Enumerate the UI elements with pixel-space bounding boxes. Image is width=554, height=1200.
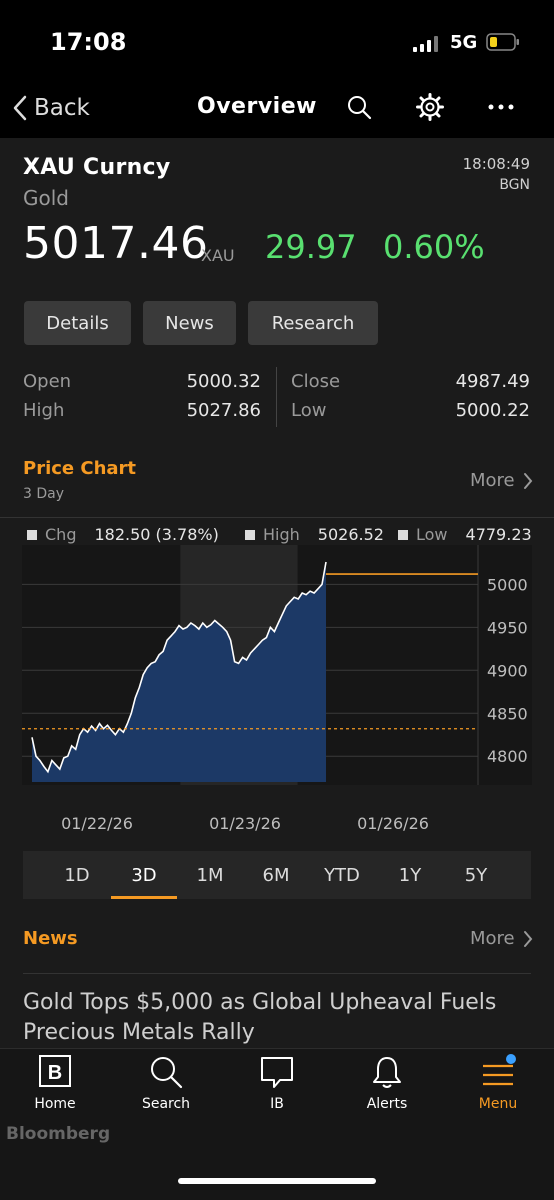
open-value: 5000.32 [186, 371, 261, 392]
news-divider [23, 973, 531, 974]
period-1y[interactable]: 1Y [398, 864, 422, 886]
news-more-link[interactable]: More [470, 928, 533, 949]
price-unit: XAU [201, 246, 235, 265]
tab-ib[interactable]: IB [232, 1054, 322, 1112]
net-change: 29.97 [265, 228, 357, 266]
close-value: 4987.49 [455, 371, 530, 392]
active-period-indicator [111, 896, 177, 899]
tab-home[interactable]: B Home [10, 1054, 100, 1112]
price-chart[interactable]: 5000 4950 4900 4850 4800 01/22/26 01/23/26 01/2… [0, 545, 554, 845]
details-button[interactable]: Details [24, 301, 131, 345]
price-chart-period: 3 Day [23, 486, 65, 502]
period-1d[interactable]: 1D [64, 864, 90, 886]
legend-high: High 5026.52 [245, 525, 384, 544]
tab-alerts[interactable]: Alerts [342, 1054, 432, 1112]
period-3d[interactable]: 3D [131, 864, 157, 886]
high-label: High [23, 400, 65, 421]
news-title: News [23, 928, 78, 949]
tab-bar [0, 1048, 554, 1200]
chevron-right-icon [523, 472, 532, 489]
stats-divider [276, 367, 277, 427]
page-title: Overview [197, 94, 317, 119]
battery-icon [486, 33, 519, 51]
status-bar [0, 0, 554, 86]
tab-search[interactable]: Search [121, 1054, 211, 1112]
y-tick-label: 4850 [487, 704, 528, 723]
y-tick-label: 4900 [487, 661, 528, 680]
price-chart-more-link[interactable]: More [470, 470, 533, 491]
menu-icon [483, 1054, 516, 1086]
bloomberg-b-icon: B [39, 1055, 71, 1087]
open-label: Open [23, 371, 72, 392]
close-label: Close [291, 371, 341, 392]
quote-source: BGN [499, 177, 530, 193]
more-label: More [470, 928, 515, 949]
last-price: 5017.46 [23, 218, 209, 269]
x-tick-label: 01/22/26 [61, 814, 133, 833]
quote-time: 18:08:49 [462, 155, 530, 173]
svg-text:B: B [48, 1062, 62, 1084]
low-value: 5000.22 [455, 400, 530, 421]
price-chart-title: Price Chart [23, 458, 137, 479]
news-headline[interactable]: Gold Tops $5,000 as Global Upheaval Fuel… [23, 990, 497, 1045]
status-time: 17:08 [50, 28, 127, 56]
security-name: Gold [23, 186, 69, 210]
security-ticker: XAU Curncy [23, 155, 171, 180]
gear-icon[interactable] [415, 92, 445, 122]
chat-bubble-icon [261, 1057, 293, 1088]
search-icon[interactable] [344, 93, 374, 123]
period-1m[interactable]: 1M [196, 864, 224, 886]
home-indicator [178, 1178, 376, 1184]
x-tick-label: 01/23/26 [209, 814, 281, 833]
research-button[interactable]: Research [248, 301, 378, 345]
back-label: Back [34, 95, 90, 121]
legend-chg: Chg 182.50 (3.78%) [27, 525, 219, 544]
tab-menu[interactable]: Menu [453, 1054, 543, 1112]
low-label: Low [291, 400, 327, 421]
x-tick-label: 01/26/26 [357, 814, 429, 833]
back-button[interactable]: Back [12, 94, 90, 122]
percent-change: 0.60% [383, 228, 485, 266]
more-options-icon[interactable] [486, 92, 516, 122]
nav-bar [0, 86, 554, 138]
period-selector [23, 851, 531, 899]
network-label: 5G [450, 32, 478, 53]
chart-divider [0, 517, 554, 518]
chevron-right-icon [523, 930, 532, 947]
signal-icon [413, 36, 438, 52]
period-6m[interactable]: 6M [262, 864, 290, 886]
legend-low: Low 4779.23 [398, 525, 532, 544]
more-label: More [470, 470, 515, 491]
period-ytd[interactable]: YTD [324, 864, 360, 886]
price-line [31, 561, 327, 774]
news-button[interactable]: News [143, 301, 236, 345]
bloomberg-logo: Bloomberg [6, 1124, 111, 1144]
high-value: 5027.86 [186, 400, 261, 421]
search-icon [151, 1057, 183, 1089]
y-tick-label: 5000 [487, 575, 528, 594]
period-5y[interactable]: 5Y [464, 864, 488, 886]
y-tick-label: 4950 [487, 618, 528, 637]
chevron-left-icon [13, 95, 27, 121]
bell-icon [373, 1057, 401, 1088]
y-tick-label: 4800 [487, 747, 528, 766]
